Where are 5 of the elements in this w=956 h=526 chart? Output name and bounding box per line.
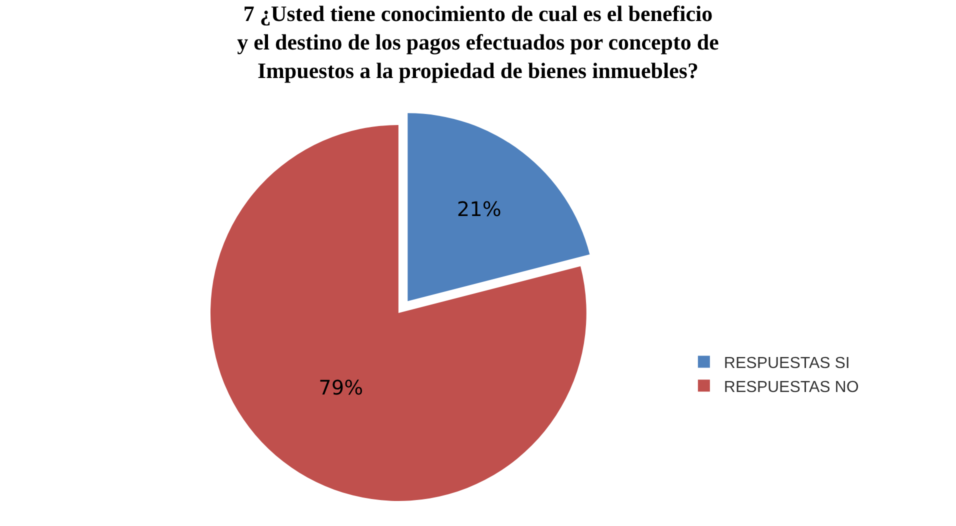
legend-label: RESPUESTAS NO	[724, 378, 859, 396]
data-label: 21%	[456, 197, 502, 222]
chart-title: 7 ¿Usted tiene conocimiento de cual es el beneficio y el destino de los pagos efectuados por concepto de Impuestos a la propiedad de bienes inmuebles?	[237, 1, 720, 84]
legend-label: RESPUESTAS SI	[724, 355, 850, 372]
data-label: 79%	[318, 375, 364, 400]
